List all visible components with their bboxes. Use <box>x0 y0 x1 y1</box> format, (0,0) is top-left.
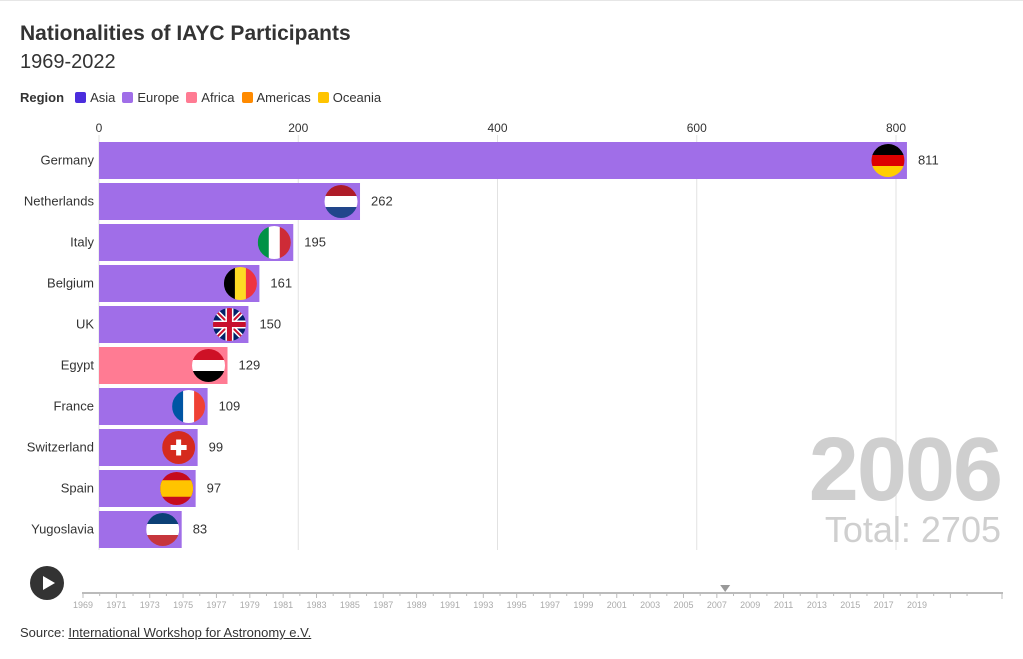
timeline-year-label: 1983 <box>307 600 327 610</box>
timeline-year-label: 2017 <box>874 600 894 610</box>
flag-germany-icon <box>871 144 905 177</box>
value-label: 150 <box>259 317 281 332</box>
category-label: Switzerland <box>27 440 94 455</box>
bar-netherlands <box>99 183 361 220</box>
x-tick-label: 200 <box>288 121 308 135</box>
timeline-handle[interactable] <box>720 585 731 592</box>
current-year: 2006 <box>808 420 1003 520</box>
flag-italy-icon <box>257 226 291 259</box>
timeline-year-label: 1997 <box>540 600 560 610</box>
timeline-year-label: 1989 <box>407 600 427 610</box>
legend-swatch-oceania <box>317 92 329 103</box>
timeline-year-label: 1995 <box>507 600 527 610</box>
timeline-year-label: 2003 <box>640 600 660 610</box>
timeline-year-label: 1981 <box>273 600 293 610</box>
total-count: Total: 2705 <box>824 509 1001 550</box>
value-label: 83 <box>193 522 207 537</box>
bar-germany <box>99 142 907 179</box>
source-link[interactable]: International Workshop for Astronomy e.V… <box>68 625 312 640</box>
x-tick-label: 800 <box>886 121 906 135</box>
flag-belgium-icon <box>223 267 257 300</box>
value-label: 109 <box>219 399 241 414</box>
value-label: 97 <box>207 481 221 496</box>
timeline-year-label: 2009 <box>740 600 760 610</box>
chart-subtitle: 1969-2022 <box>20 51 116 73</box>
legend-swatch-americas <box>241 92 253 103</box>
legend-swatch-europe <box>122 92 134 103</box>
timeline-year-label: 2005 <box>673 600 693 610</box>
flag-netherlands-icon <box>324 185 358 218</box>
value-label: 161 <box>270 276 292 291</box>
timeline-year-label: 2011 <box>774 600 793 610</box>
flag-yugoslavia-icon <box>146 513 180 546</box>
category-label: France <box>54 399 94 414</box>
category-label: Netherlands <box>24 194 95 209</box>
timeline-year-label: 1977 <box>206 600 226 610</box>
legend-label-americas: Americas <box>256 90 311 105</box>
category-label: Italy <box>70 235 94 250</box>
source-note: Source: International Workshop for Astro… <box>20 625 311 640</box>
legend-label-africa: Africa <box>201 90 235 105</box>
timeline-year-label: 1985 <box>340 600 360 610</box>
category-label: Spain <box>61 481 94 496</box>
value-label: 195 <box>304 235 326 250</box>
flag-egypt-icon <box>192 349 226 382</box>
source-prefix: Source: <box>20 625 69 640</box>
value-label: 811 <box>918 153 939 168</box>
category-label: Belgium <box>47 276 94 291</box>
timeline-year-label: 2013 <box>807 600 827 610</box>
category-label: Germany <box>41 153 95 168</box>
legend-swatch-africa <box>186 92 198 103</box>
chart-title: Nationalities of IAYC Participants <box>20 22 351 45</box>
timeline-year-label: 1971 <box>106 600 126 610</box>
legend-label-europe: Europe <box>137 90 180 105</box>
legend: Region Asia Europe Africa Americas Oceania <box>20 90 381 105</box>
value-label: 262 <box>371 194 393 209</box>
legend-label-asia: Asia <box>90 90 116 105</box>
timeline-year-label: 1979 <box>240 600 260 610</box>
timeline-year-label: 1991 <box>440 600 460 610</box>
timeline-year-label: 2007 <box>707 600 727 610</box>
timeline-year-label: 1987 <box>373 600 393 610</box>
category-label: Egypt <box>61 358 95 373</box>
x-tick-label: 600 <box>687 121 707 135</box>
flag-uk-icon <box>212 308 246 341</box>
legend-label-oceania: Oceania <box>332 90 382 105</box>
value-label: 129 <box>239 358 261 373</box>
timeline-year-label: 1975 <box>173 600 193 610</box>
legend-swatch-asia <box>75 92 87 103</box>
flag-france-icon <box>172 390 206 423</box>
timeline-year-label: 2019 <box>907 600 927 610</box>
play-button[interactable] <box>30 566 64 600</box>
category-label: UK <box>76 317 94 332</box>
value-label: 99 <box>209 440 223 455</box>
timeline-year-label: 2015 <box>840 600 860 610</box>
legend-title: Region <box>20 90 65 105</box>
timeline-year-label: 2001 <box>607 600 627 610</box>
timeline-year-label: 1993 <box>473 600 493 610</box>
flag-spain-icon <box>160 472 194 505</box>
timeline-year-label: 1969 <box>73 600 93 610</box>
x-tick-label: 0 <box>96 121 103 135</box>
timeline-year-label: 1973 <box>140 600 160 610</box>
timeline-year-label: 1999 <box>573 600 593 610</box>
category-label: Yugoslavia <box>31 522 95 537</box>
x-tick-label: 400 <box>487 121 507 135</box>
flag-switzerland-icon <box>162 431 196 464</box>
